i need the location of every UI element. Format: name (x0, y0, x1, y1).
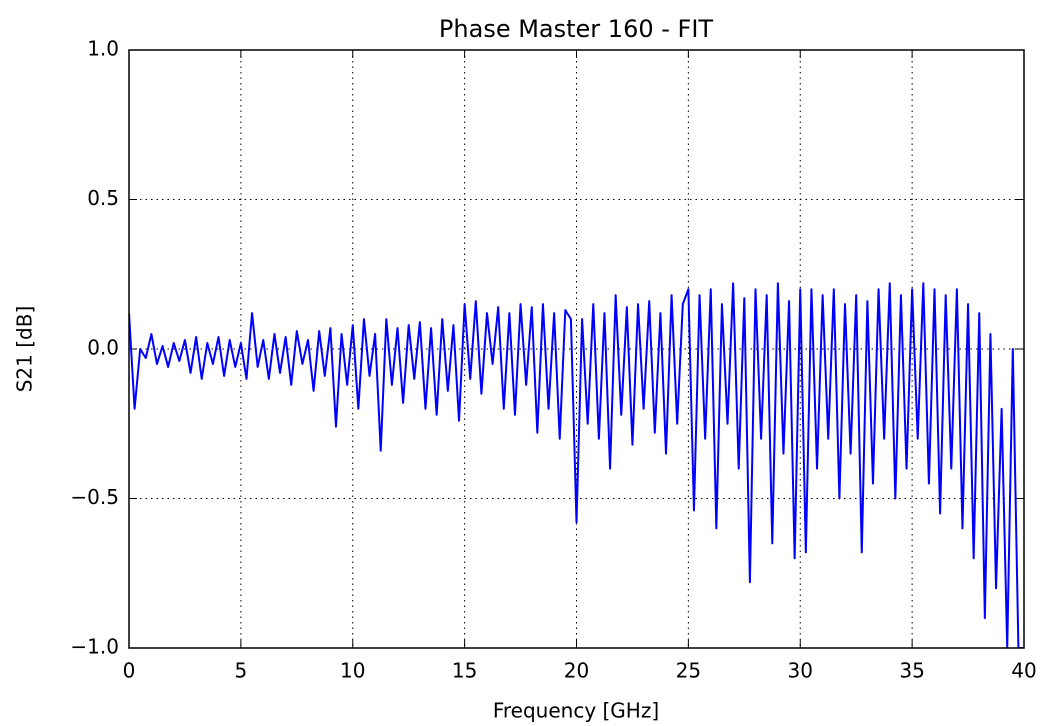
plot-frame (128, 49, 1025, 649)
y-tick-label: −1.0 (70, 635, 119, 659)
x-tick-label: 20 (564, 659, 589, 683)
x-tick-label: 0 (123, 659, 136, 683)
x-tick-label: 10 (340, 659, 365, 683)
x-axis-label: Frequency [GHz] (493, 699, 659, 723)
x-tick-label: 40 (1011, 659, 1036, 683)
chart-title: Phase Master 160 - FIT (439, 15, 713, 43)
y-tick-label: 0.5 (87, 186, 119, 210)
y-tick-label: 1.0 (87, 37, 119, 61)
y-tick-label: 0.0 (87, 336, 119, 360)
x-tick-label: 35 (899, 659, 924, 683)
x-tick-label: 5 (235, 659, 248, 683)
x-tick-label: 30 (788, 659, 813, 683)
x-tick-label: 25 (676, 659, 701, 683)
x-tick-label: 15 (452, 659, 477, 683)
plot-area (129, 282, 1024, 648)
y-tick-label: −0.5 (70, 485, 119, 509)
data-line (129, 282, 1024, 648)
grid (128, 49, 1025, 649)
y-axis-label: S21 [dB] (13, 306, 37, 393)
